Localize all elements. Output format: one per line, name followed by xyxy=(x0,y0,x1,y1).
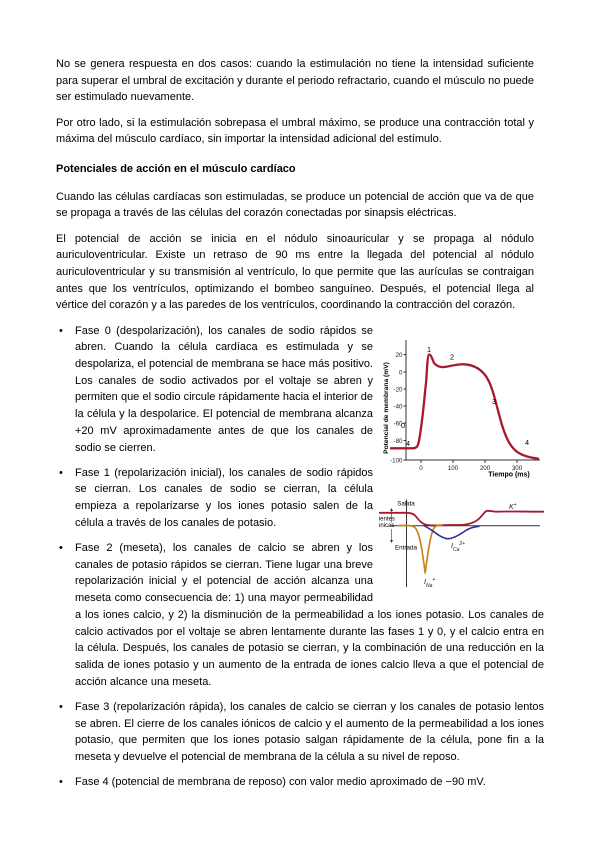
svg-text:-100: -100 xyxy=(390,457,403,464)
